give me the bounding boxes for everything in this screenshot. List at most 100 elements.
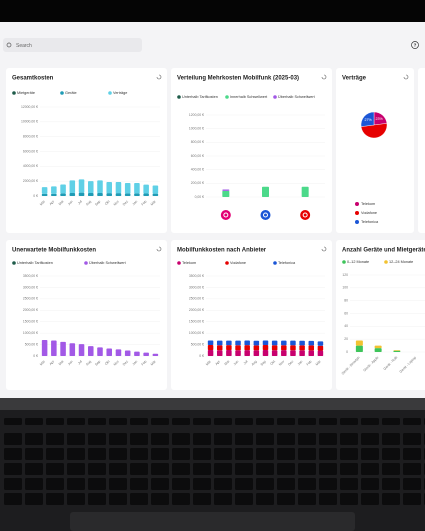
y-tick-label: 60 xyxy=(344,311,348,315)
bar-segment xyxy=(235,345,241,351)
card-title: Verteilung Mehrkosten Mobilfunk (2025-03… xyxy=(177,76,299,82)
y-tick-label: 0 xyxy=(346,350,348,354)
key xyxy=(4,463,22,475)
key xyxy=(403,448,421,460)
y-tick-label: 80 xyxy=(344,299,348,303)
x-tick-label: Nov xyxy=(113,199,120,206)
legend-label: Vodafone xyxy=(361,211,377,215)
bar-segment xyxy=(374,348,382,352)
bar-segment xyxy=(262,186,269,197)
key xyxy=(214,418,232,425)
x-tick-label: Okt xyxy=(269,359,276,366)
key xyxy=(151,448,169,460)
key xyxy=(67,493,85,505)
key xyxy=(25,463,43,475)
bar-segment xyxy=(51,193,57,196)
y-tick-label: 1000,00 € xyxy=(189,331,204,335)
key xyxy=(403,493,421,505)
bar-segment xyxy=(355,340,363,346)
search-box[interactable] xyxy=(3,38,142,52)
key xyxy=(151,478,169,490)
y-tick-label: 20 xyxy=(344,337,348,341)
key xyxy=(172,463,190,475)
key xyxy=(193,418,211,425)
bar-segment xyxy=(207,345,214,351)
key xyxy=(256,433,274,445)
key xyxy=(277,493,295,505)
key xyxy=(298,418,316,425)
bar-segment xyxy=(60,341,66,356)
x-tick-label: Okt xyxy=(104,199,111,206)
key xyxy=(172,418,190,425)
legend-swatch xyxy=(355,220,359,224)
bar-segment xyxy=(317,350,324,356)
key xyxy=(319,478,337,490)
key xyxy=(298,448,316,460)
bar-segment xyxy=(253,350,260,356)
bar-segment xyxy=(78,344,85,356)
key xyxy=(298,463,316,475)
x-tick-label: Mär xyxy=(150,359,158,367)
key xyxy=(130,418,148,425)
y-tick-label: 0 € xyxy=(33,354,38,358)
key xyxy=(4,448,22,460)
x-tick-label: Mär xyxy=(205,359,213,367)
key xyxy=(46,493,64,505)
key xyxy=(46,418,64,425)
y-tick-label: 120 xyxy=(342,273,348,277)
bar-segment xyxy=(290,345,296,351)
x-tick-label: Mär xyxy=(39,359,47,367)
bar-segment xyxy=(124,193,131,196)
key xyxy=(25,478,43,490)
key xyxy=(67,478,85,490)
key xyxy=(319,493,337,505)
key xyxy=(256,493,274,505)
bar-segment xyxy=(281,340,287,346)
bar-segment xyxy=(115,349,122,356)
bar-segment xyxy=(226,350,232,356)
bar-segment xyxy=(88,193,94,196)
legend-label: Telekom xyxy=(361,202,375,206)
y-tick-label: 0 € xyxy=(33,194,38,198)
y-tick-label: 200,00 € xyxy=(191,181,204,185)
key xyxy=(319,418,337,425)
bar-segment xyxy=(222,190,230,197)
legend-label: Unterhalb Tarifkosten xyxy=(17,261,53,265)
legend-swatch xyxy=(273,95,277,99)
key xyxy=(361,418,379,425)
legend-label: Telefonica xyxy=(361,220,379,224)
x-tick-label: Mai xyxy=(58,359,65,366)
y-tick-label: 2000,00 € xyxy=(23,179,38,183)
x-tick-label: Jan xyxy=(297,359,304,366)
bar-segment xyxy=(235,350,241,356)
key xyxy=(319,433,337,445)
bar-segment xyxy=(244,350,250,356)
key xyxy=(319,448,337,460)
key xyxy=(130,433,148,445)
bar-segment xyxy=(97,347,103,356)
provider-logo xyxy=(300,210,311,220)
legend-swatch xyxy=(273,261,277,265)
bar-segment xyxy=(281,345,287,351)
x-tick-label: Aug xyxy=(85,359,92,366)
legend-label: Innerhalb Schwellwert xyxy=(230,95,268,99)
x-tick-label: Jul xyxy=(77,199,83,205)
key xyxy=(130,478,148,490)
key xyxy=(130,448,148,460)
bar-segment xyxy=(393,350,401,351)
help-button[interactable] xyxy=(411,41,419,49)
key xyxy=(382,418,400,425)
card-title: Unerwartete Mobilfunkkosten xyxy=(12,248,96,254)
key xyxy=(298,478,316,490)
legend-label: Telefonica xyxy=(278,261,296,265)
legend-swatch xyxy=(84,261,88,265)
key xyxy=(151,418,169,425)
key xyxy=(46,478,64,490)
key xyxy=(151,463,169,475)
legend-label: Telekom xyxy=(182,261,196,265)
key xyxy=(298,493,316,505)
x-tick-label: Nov xyxy=(113,359,120,366)
bar-segment xyxy=(152,353,159,356)
y-tick-label: 500,00 € xyxy=(191,342,204,346)
key xyxy=(25,418,43,425)
